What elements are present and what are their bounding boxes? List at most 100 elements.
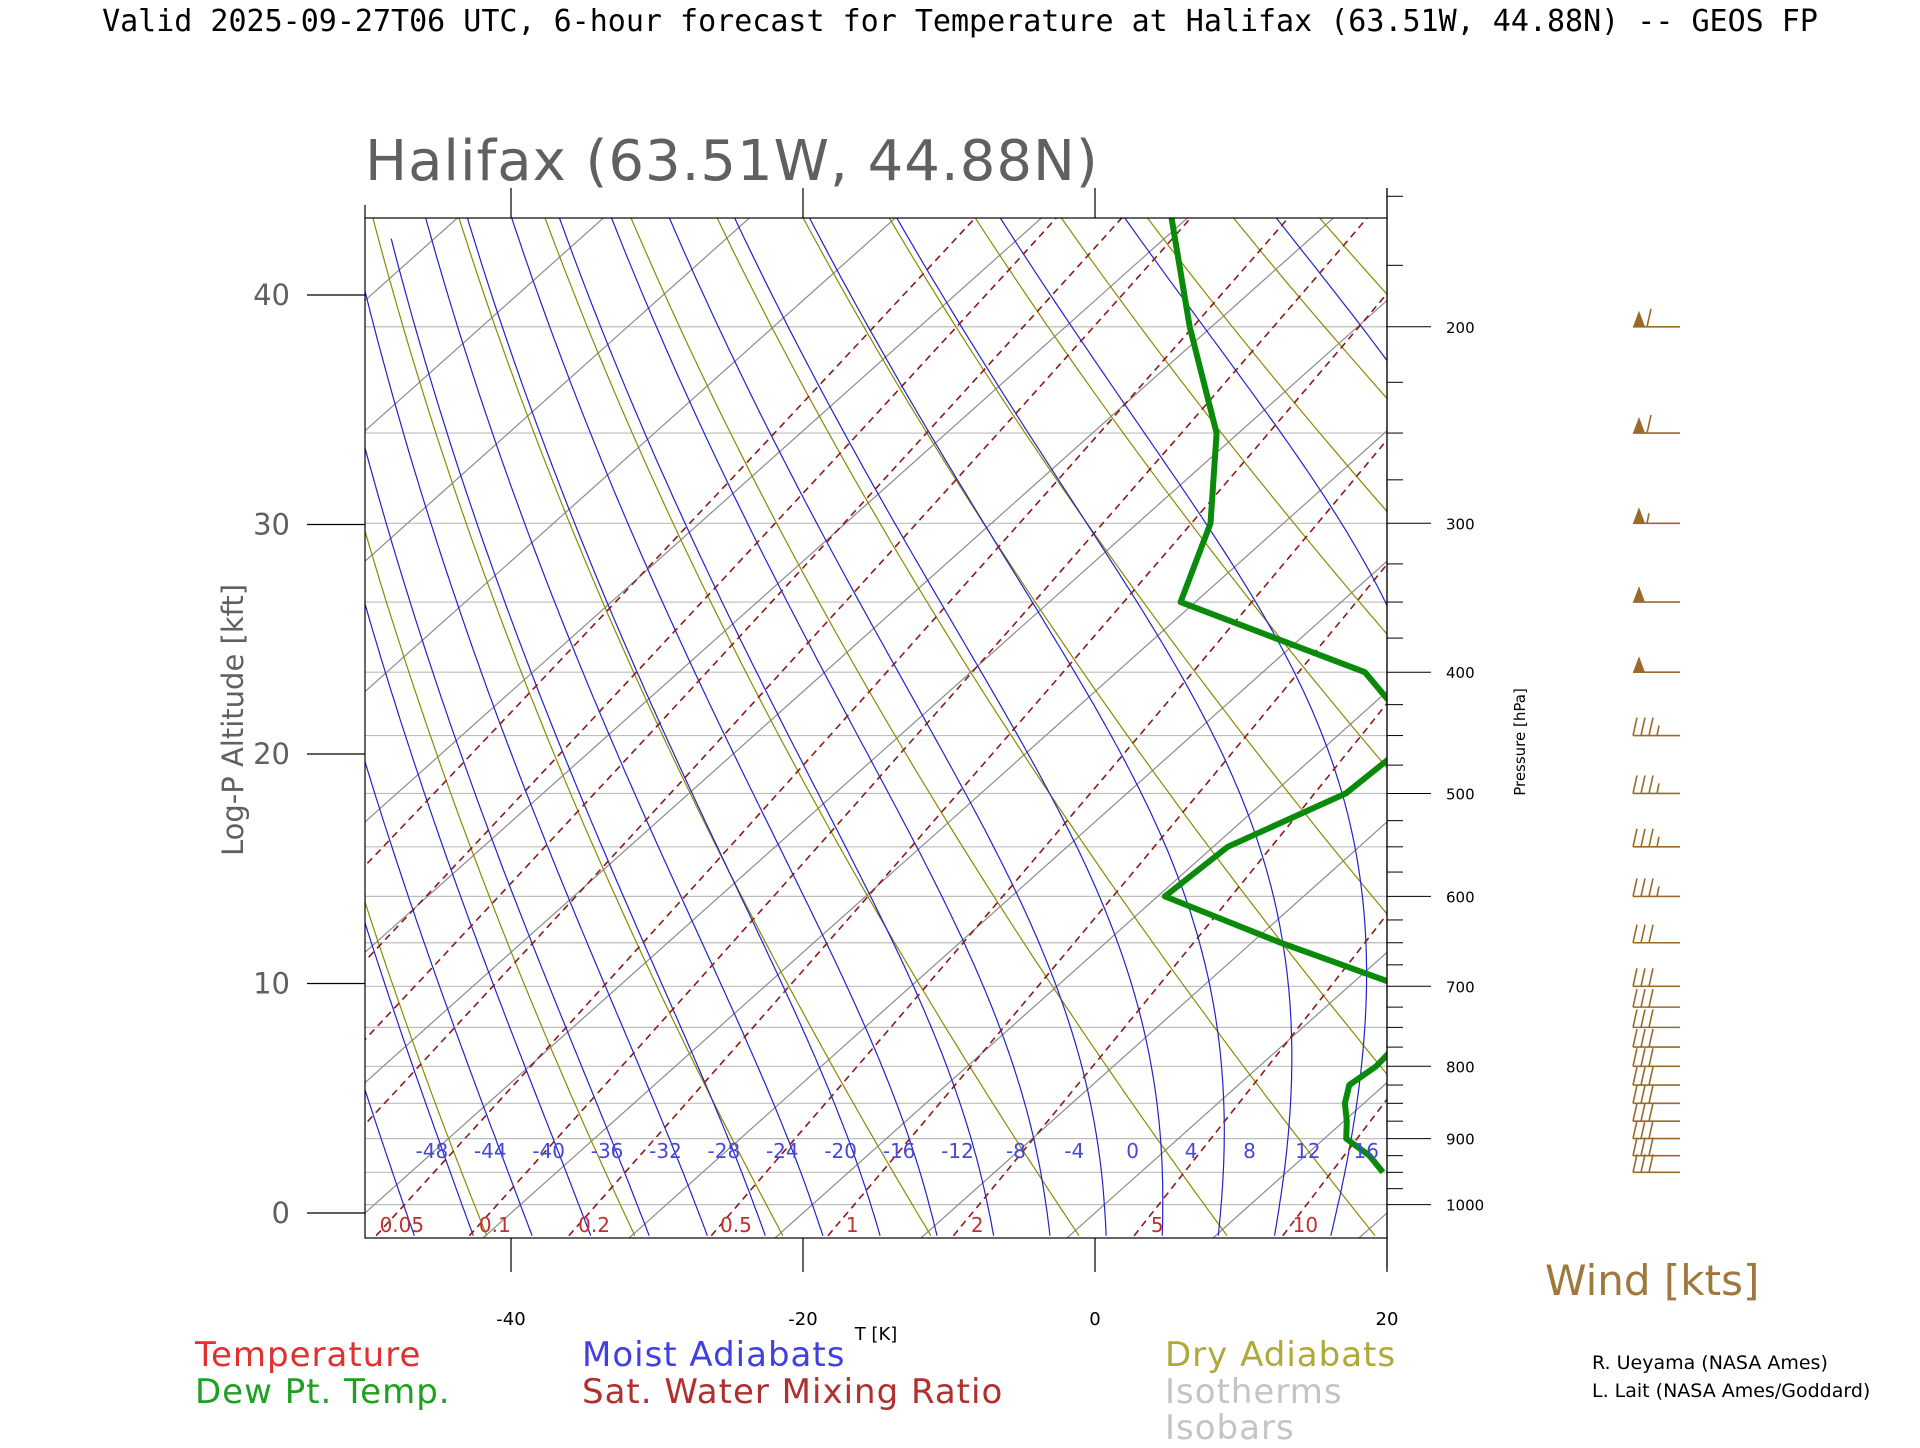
wind-barb-tick: [1641, 1103, 1645, 1121]
mixing-ratio-line: [828, 196, 1684, 1235]
wind-barb-tick: [1641, 1048, 1645, 1066]
wind-barb: [1633, 1029, 1680, 1047]
wind-barb: [1633, 968, 1680, 986]
dry-adiabat-line: [877, 196, 1672, 1235]
plot-frame: [365, 218, 1387, 1238]
wind-barb: [1633, 1067, 1680, 1085]
wind-barb-tick: [1649, 878, 1653, 896]
moist-adiabat-label: 0: [1126, 1139, 1139, 1163]
wind-barb-tick: [1649, 1154, 1653, 1172]
wind-barb-tick: [1649, 1121, 1653, 1139]
moist-adiabat-label: 4: [1185, 1139, 1198, 1163]
wind-barb: [1633, 1154, 1680, 1172]
dry-adiabat-line: [961, 196, 1819, 1235]
temperature-profile: [1425, 196, 1566, 1172]
wind-barb-tick: [1641, 1067, 1645, 1085]
wind-barb: [1633, 925, 1680, 943]
wind-label: Wind [kts]: [1545, 1256, 1759, 1305]
wind-barb-tick: [1649, 1103, 1653, 1121]
wind-barb-tick: [1641, 775, 1645, 793]
wind-barb-tick: [1633, 1067, 1637, 1085]
pressure-tick-label: 400: [1446, 664, 1475, 682]
wind-barb: [1633, 1085, 1680, 1103]
wind-barb-tick: [1649, 775, 1653, 793]
dry-adiabat-line: [1301, 196, 1920, 1235]
wind-barb: [1633, 1121, 1680, 1139]
wind-barb-tick: [1641, 829, 1645, 847]
isotherm-line: [921, 218, 1920, 1238]
pressure-tick-label: 200: [1446, 319, 1475, 337]
isotherm-line: [0, 218, 895, 1238]
wind-barb: [1633, 829, 1680, 847]
mixing-ratio-line: [376, 196, 1307, 1235]
wind-barb-tick: [1641, 1154, 1645, 1172]
legend-isobars: Isobars: [1165, 1408, 1295, 1448]
pressure-tick-label: 1000: [1446, 1197, 1484, 1215]
wind-barb: [1633, 656, 1680, 672]
dry-adiabat-line: [1471, 196, 1920, 1235]
moist-adiabat-label: -8: [1006, 1139, 1026, 1163]
mixing-ratio-label: 2: [971, 1213, 984, 1237]
y-tick-label: 30: [253, 508, 290, 542]
dry-adiabat-line: [622, 196, 1227, 1235]
pressure-axis-title: Pressure [hPa]: [1511, 688, 1529, 796]
wind-barb-half-tick: [1657, 783, 1659, 793]
mixing-ratio-line: [711, 196, 1587, 1235]
isotherm-line: [0, 218, 165, 1238]
wind-barb: [1633, 1138, 1680, 1156]
dry-adiabat-line: [1046, 196, 1920, 1235]
wind-barb-tick: [1641, 1029, 1645, 1047]
wind-barbs: [1633, 309, 1680, 1173]
mixing-ratio-label: 10: [1293, 1213, 1318, 1237]
wind-barb-tick: [1633, 989, 1637, 1007]
wind-barb-tick: [1649, 968, 1653, 986]
wind-barb-tick: [1647, 309, 1651, 327]
moist-adiabat-label: -4: [1064, 1139, 1084, 1163]
wind-barb: [1633, 1103, 1680, 1121]
mixing-ratio-line: [104, 196, 1076, 1235]
y-axis-title: Log-P Altitude [kft]: [216, 584, 250, 856]
wind-barb-tick: [1641, 968, 1645, 986]
y-tick-label: 10: [253, 967, 290, 1001]
pressure-tick-label: 500: [1446, 785, 1475, 803]
moist-adiabat-label: -44: [474, 1139, 507, 1163]
surface-temperature-marker: [1402, 1188, 1416, 1202]
dry-adiabat-line: [1895, 196, 1920, 1235]
x-tick-label: 0: [1089, 1309, 1100, 1330]
legend-dewpoint: Dew Pt. Temp.: [195, 1372, 451, 1412]
isotherm-line: [1505, 218, 1920, 1238]
moist-adiabat-label: 12: [1295, 1139, 1320, 1163]
wind-barb-flag: [1633, 507, 1645, 523]
pressure-tick-label: 300: [1446, 515, 1475, 533]
wind-barb: [1633, 989, 1680, 1007]
dry-adiabat-line: [1810, 196, 1920, 1235]
wind-barb: [1633, 1048, 1680, 1066]
isotherm-line: [483, 218, 1625, 1238]
isotherm-line: [775, 218, 1917, 1238]
moist-adiabat-label: -36: [591, 1139, 624, 1163]
mixing-ratio-label: 0.05: [380, 1213, 425, 1237]
isotherm-line: [0, 218, 311, 1238]
legend-mixing-ratio: Sat. Water Mixing Ratio: [582, 1372, 1003, 1412]
wind-barb: [1633, 718, 1680, 736]
wind-barb-tick: [1649, 829, 1653, 847]
wind-barb-tick: [1641, 1138, 1645, 1156]
mixing-ratio-label: 1: [846, 1213, 859, 1237]
pressure-tick-label: 800: [1446, 1058, 1475, 1076]
mixing-ratio-line: [1283, 196, 1920, 1235]
plot-border: [365, 218, 1387, 1238]
wind-barb-tick: [1649, 1085, 1653, 1103]
mixing-ratio-label: 5: [1151, 1213, 1164, 1237]
profiles: [1165, 196, 1567, 1202]
moist-adiabat-label: 16: [1354, 1139, 1379, 1163]
mixing-ratio-label: 0.2: [578, 1213, 610, 1237]
isotherm-line: [0, 218, 749, 1238]
y-tick-label: 0: [272, 1196, 290, 1230]
wind-barb-tick: [1633, 1138, 1637, 1156]
wind-barb-flag: [1633, 656, 1645, 672]
wind-barb-tick: [1633, 968, 1637, 986]
moist-adiabat-line: [329, 303, 650, 1236]
mixing-ratio-label: 0.5: [720, 1213, 752, 1237]
wind-barb-tick: [1647, 415, 1651, 433]
